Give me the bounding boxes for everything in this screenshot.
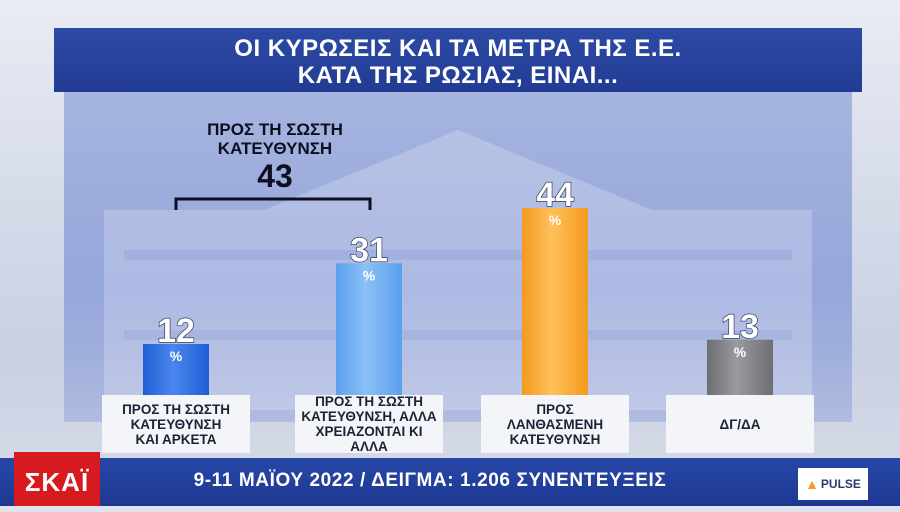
bar-value-label-2: 31 xyxy=(350,231,388,269)
pollster-logo-text: PULSE xyxy=(820,477,861,491)
bar-3 xyxy=(522,208,588,395)
category-label-2: ΠΡΟΣ ΤΗ ΣΩΣΤΗ ΚΑΤΕΥΘΥΝΣΗ, ΑΛΛΑ ΧΡΕΙΑΖΟΝΤΑΙ… xyxy=(295,394,443,454)
footer-bar xyxy=(0,458,900,506)
title-line-2: ΚΑΤΑ ΤΗΣ ΡΩΣΙΑΣ, ΕΙΝΑΙ... xyxy=(297,62,619,89)
group-total-annotation: ΠΡΟΣ ΤΗ ΣΩΣΤΗ ΚΑΤΕΥΘΥΝΣΗ 43 xyxy=(150,120,400,194)
group-total-label-1: ΠΡΟΣ ΤΗ ΣΩΣΤΗ xyxy=(207,120,343,139)
bar-1 xyxy=(143,344,209,395)
bar-unit-label-2: % xyxy=(363,267,376,283)
channel-logo: ΣΚΑΪ xyxy=(14,452,100,506)
bar-2 xyxy=(336,263,402,395)
pollster-logo: ▲ PULSE xyxy=(798,468,868,500)
bar-unit-label-4: % xyxy=(734,344,747,360)
bar-4 xyxy=(707,339,773,395)
group-bracket-line xyxy=(174,197,372,210)
footer-survey-info: 9-11 ΜΑΪΟΥ 2022 / ΔΕΙΓΜΑ: 1.206 ΣΥΝΕΝΤΕΥ… xyxy=(193,470,667,491)
bar-value-label-1: 12 xyxy=(157,312,195,350)
category-label-3: ΠΡΟΣ ΛΑΝΘΑΣΜΕΝΗ ΚΑΤΕΥΘΥΝΣΗ xyxy=(481,395,629,453)
bar-value-label-3: 44 xyxy=(536,176,574,214)
pulse-icon: ▲ xyxy=(805,476,819,492)
category-label-1: ΠΡΟΣ ΤΗ ΣΩΣΤΗ ΚΑΤΕΥΘΥΝΣΗ ΚΑΙ ΑΡΚΕΤΑ xyxy=(102,395,250,453)
group-total-value: 43 xyxy=(257,158,293,194)
parliament-building-watermark xyxy=(104,130,812,410)
group-total-label-2: ΚΑΤΕΥΘΥΝΣΗ xyxy=(217,139,333,158)
bar-unit-label-1: % xyxy=(170,348,183,364)
title-line-1: ΟΙ ΚΥΡΩΣΕΙΣ ΚΑΙ ΤΑ ΜΕΤΡΑ ΤΗΣ Ε.Ε. xyxy=(234,35,682,62)
chart-title: ΟΙ ΚΥΡΩΣΕΙΣ ΚΑΙ ΤΑ ΜΕΤΡΑ ΤΗΣ Ε.Ε. ΚΑΤΑ Τ… xyxy=(54,28,862,92)
bar-unit-label-3: % xyxy=(549,212,562,228)
bar-value-label-4: 13 xyxy=(721,308,759,346)
category-label-4: ΔΓ/ΔΑ xyxy=(666,395,814,453)
